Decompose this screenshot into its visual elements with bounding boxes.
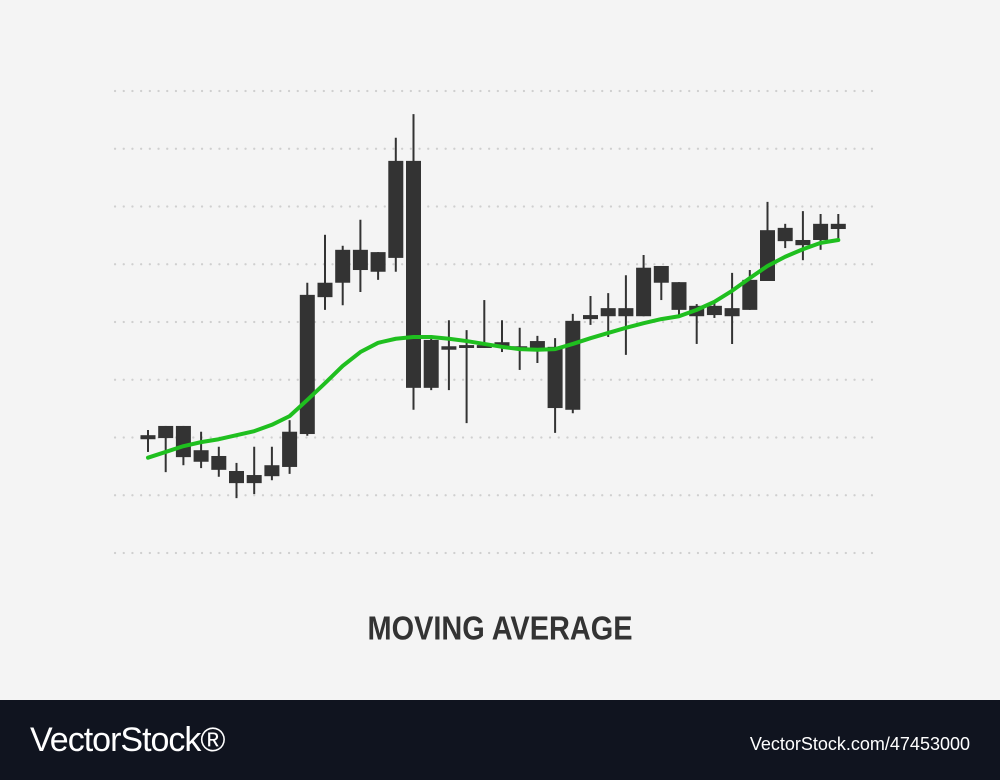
candle-body bbox=[494, 342, 510, 347]
candle-body bbox=[476, 345, 492, 348]
candle-body bbox=[282, 431, 298, 467]
moving-average-line bbox=[146, 238, 841, 460]
candle-body bbox=[742, 279, 758, 310]
candle-body bbox=[370, 252, 386, 272]
chart-title: MOVING AVERAGE bbox=[368, 610, 633, 647]
candle-body bbox=[158, 425, 174, 439]
footer-brand: VectorStock® bbox=[30, 721, 225, 759]
candle-body bbox=[547, 346, 563, 409]
candle-body bbox=[600, 308, 616, 317]
plot bbox=[140, 114, 846, 499]
candle-body bbox=[777, 227, 793, 242]
candle-body bbox=[246, 475, 262, 484]
candle-body bbox=[264, 465, 280, 477]
candle-body bbox=[671, 282, 687, 310]
candle-body bbox=[441, 346, 457, 350]
candle-body bbox=[529, 341, 545, 348]
candle-body bbox=[583, 315, 598, 320]
footer-bar bbox=[0, 700, 1000, 780]
candle-body bbox=[459, 345, 475, 348]
candle-body bbox=[388, 160, 404, 258]
candle-body bbox=[565, 320, 581, 410]
candle-body bbox=[317, 282, 333, 298]
candle-body bbox=[795, 239, 811, 246]
footer-image-id: VectorStock.com/47453000 bbox=[750, 734, 970, 754]
candle-body bbox=[724, 308, 740, 317]
candle-body bbox=[352, 249, 368, 271]
candle-body bbox=[706, 305, 722, 316]
candle-body bbox=[423, 339, 439, 388]
candle-body bbox=[618, 308, 634, 317]
candle-body bbox=[813, 223, 829, 240]
candle-body bbox=[830, 223, 846, 230]
candle-body bbox=[193, 450, 209, 462]
candle-body bbox=[175, 425, 191, 458]
candle-body bbox=[140, 435, 156, 440]
candle-body bbox=[636, 267, 652, 317]
candle-body bbox=[229, 470, 244, 484]
candle-body bbox=[211, 455, 227, 470]
candle-body bbox=[406, 160, 421, 388]
candle-body bbox=[653, 265, 669, 283]
candle-body bbox=[335, 249, 351, 283]
candle-body bbox=[760, 230, 775, 281]
background bbox=[0, 0, 1000, 700]
candle-body bbox=[299, 294, 315, 435]
